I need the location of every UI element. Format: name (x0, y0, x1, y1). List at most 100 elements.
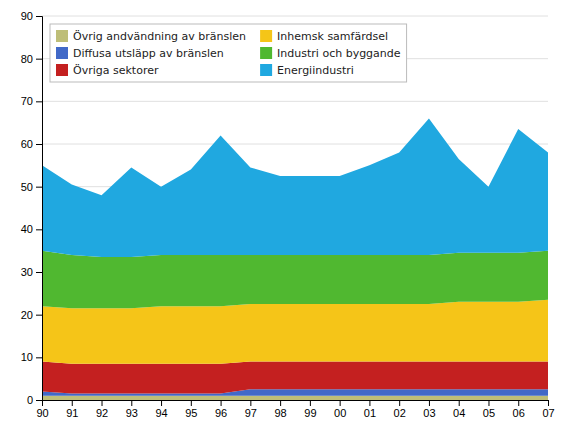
legend-item: Inhemsk samfärdsel (260, 30, 388, 43)
x-tick: 96 (215, 400, 227, 419)
legend-label: Övriga sektorer (73, 64, 159, 77)
y-tick: 40 (21, 223, 42, 235)
y-tick-label: 0 (27, 394, 33, 406)
y-tick-label: 90 (21, 10, 33, 22)
legend-label: Industri och byggande (277, 47, 401, 60)
y-tick-label: 60 (21, 138, 33, 150)
x-tick-mark (310, 400, 311, 406)
y-axis: 0102030405060708090 (21, 10, 43, 406)
x-tick: 90 (36, 400, 48, 419)
x-tick: 01 (364, 400, 376, 419)
x-tick-mark (548, 400, 549, 406)
grid (42, 16, 548, 400)
y-tick-label: 10 (21, 351, 33, 363)
x-tick: 00 (334, 400, 346, 419)
y-tick-label: 20 (21, 309, 33, 321)
y-tick: 10 (21, 351, 42, 363)
x-tick-mark (369, 400, 370, 406)
x-tick-label: 03 (423, 407, 435, 419)
x-tick-label: 98 (274, 407, 286, 419)
x-tick-label: 99 (304, 407, 316, 419)
x-tick: 98 (274, 400, 286, 419)
legend-item: Övrig andvändning av bränslen (56, 30, 246, 43)
y-tick-mark (36, 315, 42, 316)
x-tick-label: 94 (155, 407, 167, 419)
plot: 9091929394959697989900010203040506070102… (21, 10, 555, 419)
grid-line (42, 101, 548, 102)
x-tick: 06 (513, 400, 525, 419)
legend-label: Energiindustri (277, 64, 354, 77)
legend-item: Industri och byggande (260, 47, 401, 60)
x-tick-mark (221, 400, 222, 406)
y-tick-mark (36, 357, 42, 358)
y-tick: 50 (21, 181, 42, 193)
y-axis-line (36, 17, 43, 401)
y-tick: 30 (21, 266, 42, 278)
y-tick-label: 50 (21, 181, 33, 193)
x-tick-mark (459, 400, 460, 406)
legend-swatch (56, 47, 68, 59)
x-tick-mark (191, 400, 192, 406)
y-tick: 90 (21, 10, 42, 22)
x-tick: 03 (423, 400, 435, 419)
y-tick-mark (36, 101, 42, 102)
area (42, 362, 548, 394)
x-tick: 91 (66, 400, 78, 419)
y-tick-mark (36, 400, 42, 401)
y-tick-mark (36, 16, 42, 17)
chart: 9091929394959697989900010203040506070102… (0, 0, 570, 430)
x-tick-mark (131, 400, 132, 406)
legend-swatch (260, 30, 272, 42)
x-tick-label: 07 (542, 407, 554, 419)
x-tick: 05 (483, 400, 495, 419)
x-tick-label: 95 (185, 407, 197, 419)
y-tick-mark (36, 144, 42, 145)
grid-line (42, 16, 548, 17)
area (42, 300, 548, 364)
x-tick-mark (161, 400, 162, 406)
x-tick-mark (429, 400, 430, 406)
y-tick: 20 (21, 309, 42, 321)
x-tick-label: 97 (245, 407, 257, 419)
x-tick: 93 (126, 400, 138, 419)
legend-item: Diffusa utsläpp av bränslen (56, 47, 224, 60)
areas (42, 118, 548, 400)
x-tick: 99 (304, 400, 316, 419)
x-tick-label: 00 (334, 407, 346, 419)
legend-label: Inhemsk samfärdsel (277, 30, 388, 43)
x-tick-label: 04 (453, 407, 465, 419)
area (42, 251, 548, 309)
x-tick-label: 92 (96, 407, 108, 419)
x-axis: 90 91 92 93 94 95 96 97 98 99 00 01 02 03 04 05 06 07 (36, 400, 554, 419)
x-tick-label: 05 (483, 407, 495, 419)
x-tick-label: 96 (215, 407, 227, 419)
x-tick-mark (518, 400, 519, 406)
legend-label: Diffusa utsläpp av bränslen (73, 47, 224, 60)
x-tick-label: 90 (36, 407, 48, 419)
y-tick-label: 70 (21, 95, 33, 107)
x-tick: 97 (245, 400, 257, 419)
x-tick-label: 93 (126, 407, 138, 419)
x-tick: 92 (96, 400, 108, 419)
legend-item: Energiindustri (260, 64, 354, 77)
x-tick-mark (488, 400, 489, 406)
y-tick-mark (36, 187, 42, 188)
grid-line (42, 144, 548, 145)
legend-item: Övriga sektorer (56, 64, 159, 77)
x-tick-mark (399, 400, 400, 406)
x-tick: 07 (542, 400, 554, 419)
y-tick: 70 (21, 95, 42, 107)
y-tick-label: 40 (21, 223, 33, 235)
legend-swatch (260, 64, 272, 76)
x-axis-line (43, 401, 549, 407)
x-tick-label: 06 (513, 407, 525, 419)
x-tick: 94 (155, 400, 167, 419)
x-tick: 02 (394, 400, 406, 419)
legend-swatch (260, 47, 272, 59)
area (42, 396, 548, 400)
x-tick-mark (280, 400, 281, 406)
x-tick-mark (250, 400, 251, 406)
y-tick-mark (36, 272, 42, 273)
x-tick-mark (340, 400, 341, 406)
legend-frame (50, 24, 407, 82)
